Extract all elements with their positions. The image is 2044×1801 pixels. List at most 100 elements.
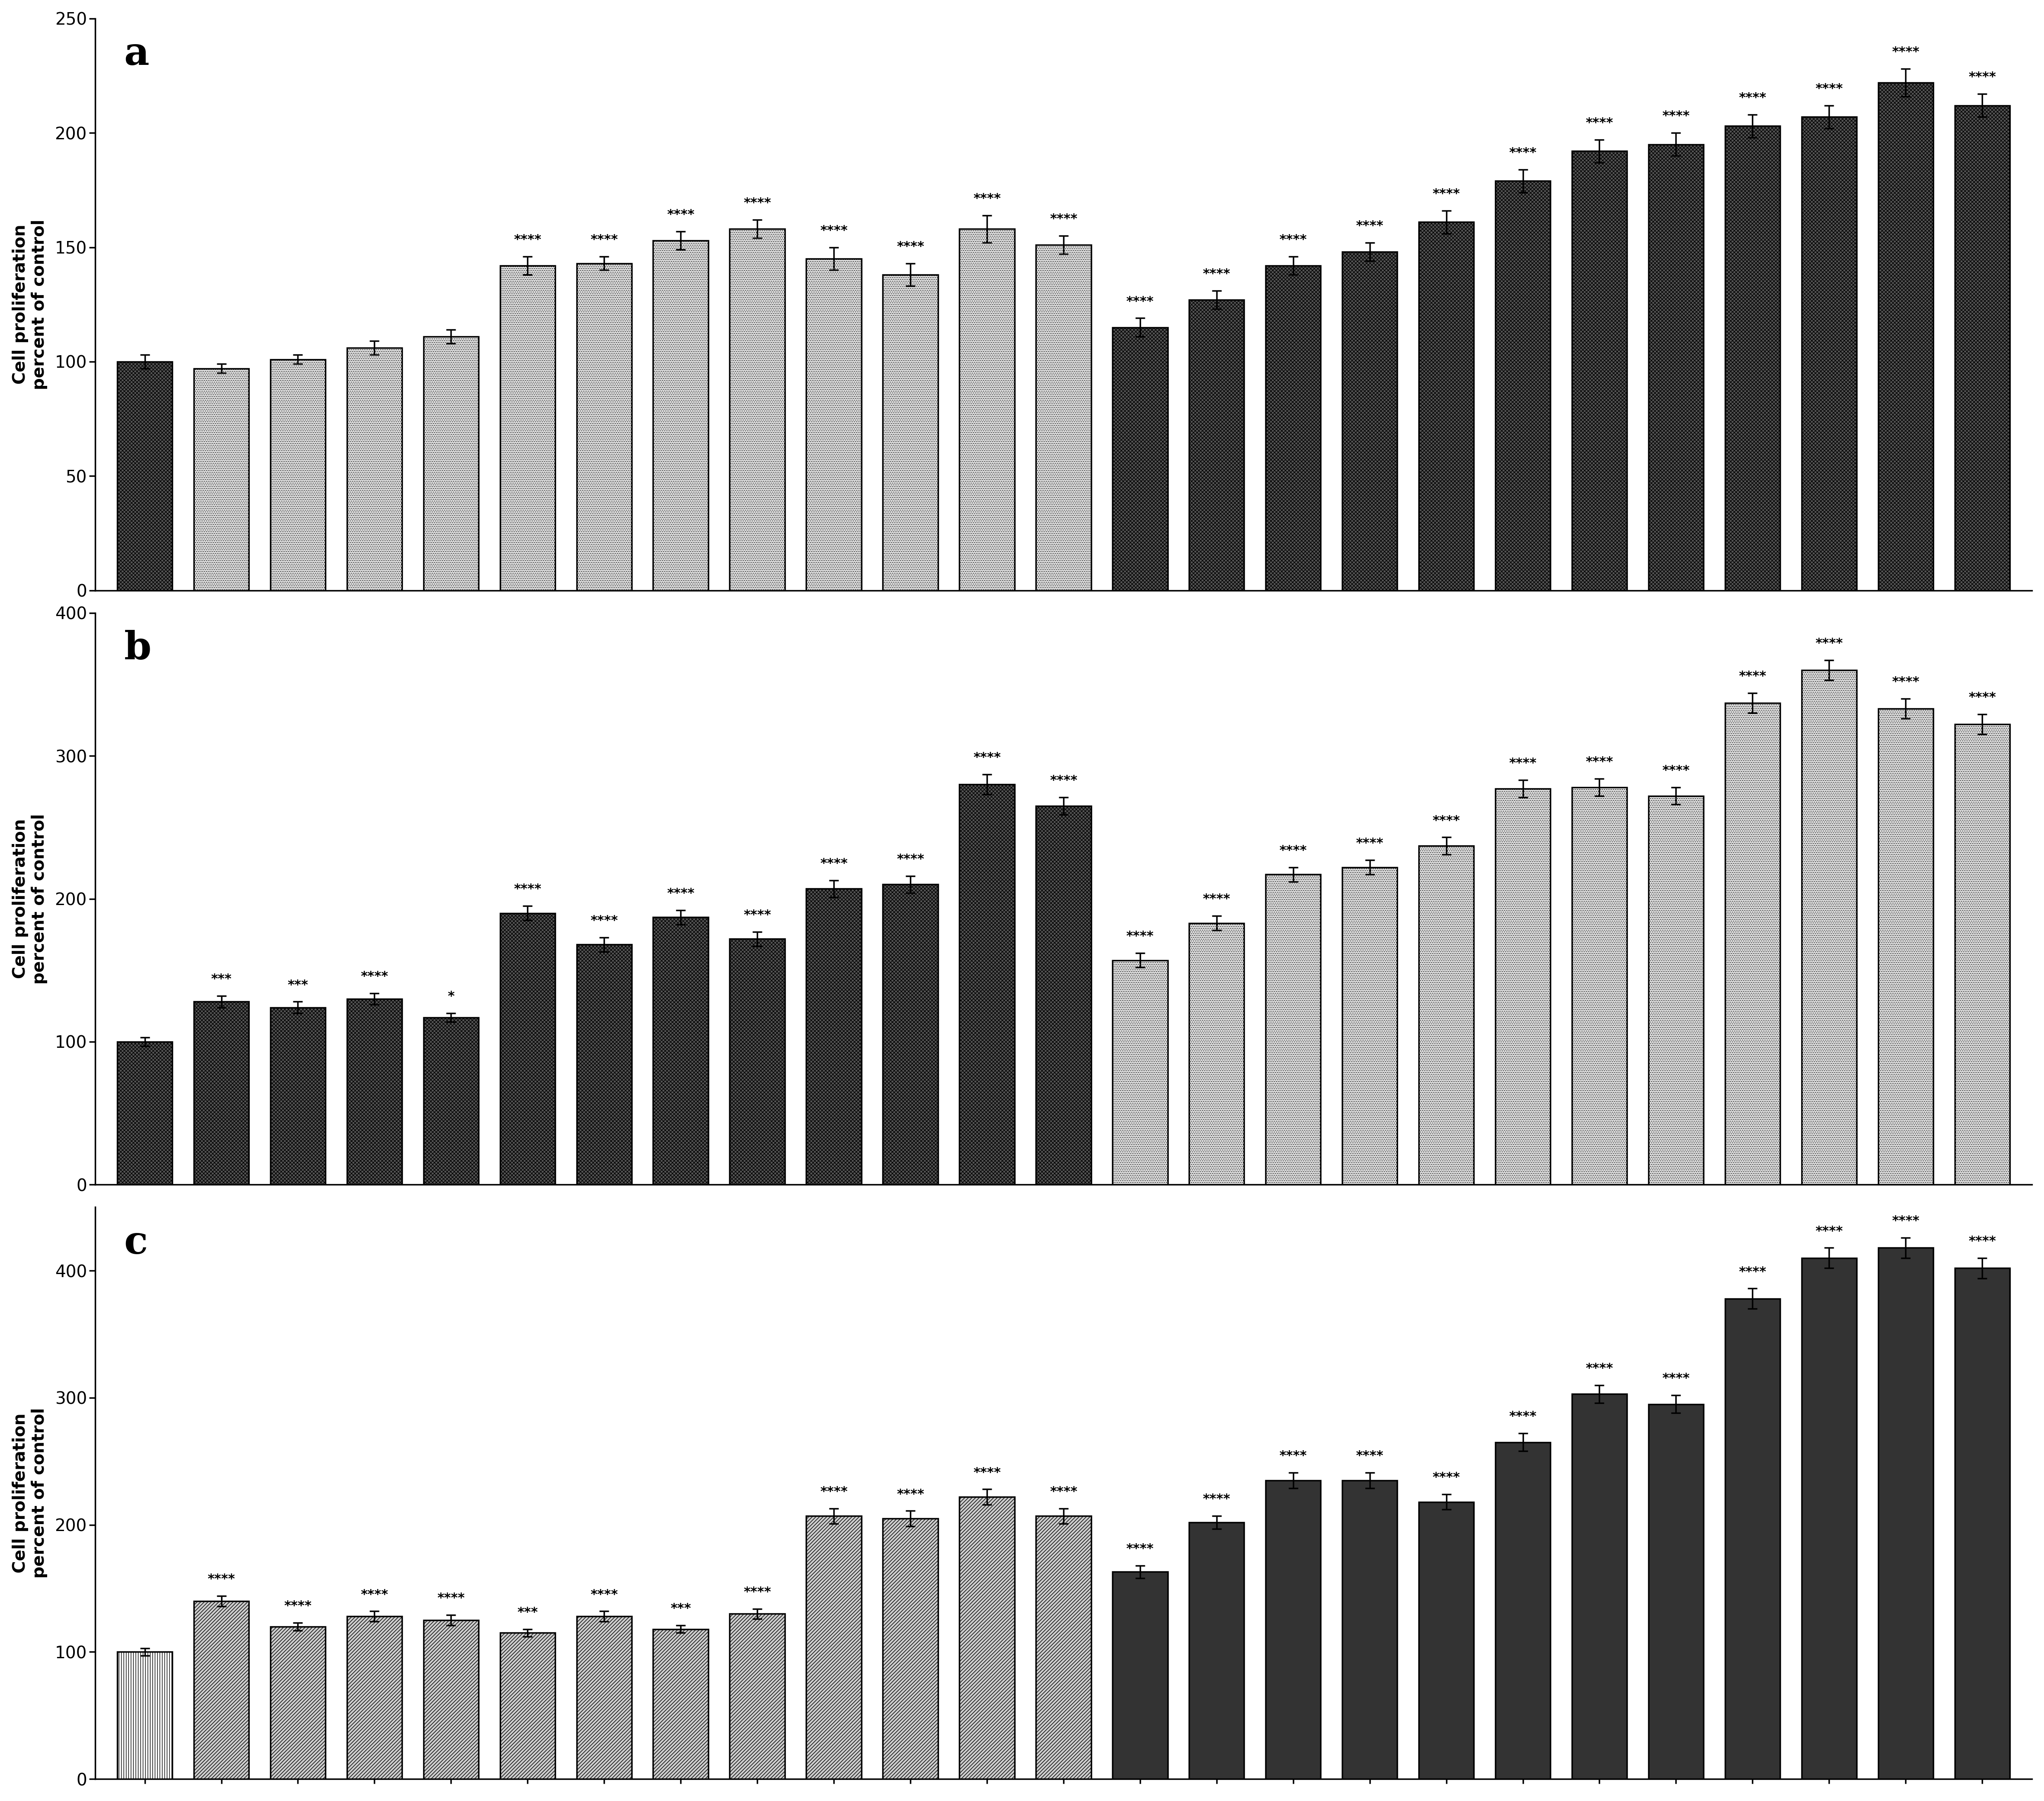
Text: ****: **** [1968, 692, 1997, 704]
Bar [117, 1652, 172, 1779]
Text: ****: **** [1662, 110, 1690, 122]
Bar [1265, 875, 1320, 1185]
Text: ****: **** [591, 1588, 617, 1601]
Bar [576, 263, 632, 591]
Text: ****: **** [1126, 295, 1155, 308]
Text: ****: **** [1968, 72, 1997, 83]
Text: ****: **** [1893, 1216, 1919, 1226]
Text: ****: **** [973, 751, 1002, 764]
Bar [347, 348, 403, 591]
Bar [423, 1018, 478, 1185]
Bar [501, 1634, 556, 1779]
Text: ****: **** [1280, 234, 1306, 247]
Text: *: * [448, 991, 454, 1003]
Bar [1036, 805, 1091, 1185]
Text: ****: **** [591, 234, 617, 247]
Bar [1112, 960, 1167, 1185]
Bar [347, 1615, 403, 1779]
Bar [1190, 924, 1245, 1185]
Text: ****: **** [1280, 845, 1306, 857]
Bar [347, 1000, 403, 1185]
Bar [730, 1614, 785, 1779]
Text: ****: **** [208, 1574, 235, 1585]
Text: ****: **** [1508, 756, 1537, 769]
Text: ****: **** [591, 915, 617, 928]
Bar [1878, 1248, 1934, 1779]
Bar [1647, 144, 1703, 591]
Text: ****: **** [744, 1587, 771, 1599]
Text: ****: **** [744, 910, 771, 922]
Text: b: b [125, 630, 151, 668]
Text: ****: **** [1508, 1410, 1537, 1423]
Text: ****: **** [1739, 670, 1766, 683]
Y-axis label: Cell proliferation
percent of control: Cell proliferation percent of control [12, 1408, 47, 1578]
Bar [1725, 702, 1780, 1185]
Text: ****: **** [1126, 1543, 1155, 1556]
Bar [194, 1001, 249, 1185]
Text: ***: *** [517, 1606, 538, 1619]
Bar [1496, 180, 1551, 591]
Bar [1572, 787, 1627, 1185]
Text: ****: **** [897, 854, 924, 866]
Text: ****: **** [360, 971, 388, 983]
Text: ****: **** [1051, 1486, 1077, 1498]
Bar [959, 1497, 1014, 1779]
Text: ****: **** [284, 1599, 313, 1612]
Bar [1572, 151, 1627, 591]
Y-axis label: Cell proliferation
percent of control: Cell proliferation percent of control [12, 814, 47, 983]
Text: ****: **** [437, 1592, 464, 1605]
Text: ****: **** [1051, 213, 1077, 225]
Bar [423, 337, 478, 591]
Bar [805, 888, 861, 1185]
Bar [654, 240, 709, 591]
Text: ****: **** [820, 1486, 848, 1498]
Bar [1265, 265, 1320, 591]
Text: ****: **** [1355, 1450, 1384, 1462]
Bar [805, 1516, 861, 1779]
Bar [1801, 117, 1856, 591]
Bar [730, 938, 785, 1185]
Bar [730, 229, 785, 591]
Bar [1496, 789, 1551, 1185]
Bar [883, 884, 938, 1185]
Text: ***: *** [670, 1603, 691, 1615]
Bar [270, 1007, 325, 1185]
Text: ****: **** [973, 193, 1002, 205]
Text: ****: **** [1893, 675, 1919, 688]
Text: ****: **** [1893, 47, 1919, 59]
Bar [1647, 1405, 1703, 1779]
Text: ****: **** [1126, 931, 1155, 942]
Text: ****: **** [1433, 814, 1459, 827]
Text: ****: **** [820, 225, 848, 238]
Text: ***: *** [211, 973, 231, 985]
Bar [117, 362, 172, 591]
Text: c: c [125, 1225, 147, 1263]
Text: ****: **** [973, 1466, 1002, 1479]
Bar [959, 229, 1014, 591]
Bar [576, 1615, 632, 1779]
Bar [1343, 1480, 1398, 1779]
Bar [654, 1630, 709, 1779]
Text: ****: **** [1968, 1235, 1997, 1248]
Y-axis label: Cell proliferation
percent of control: Cell proliferation percent of control [12, 220, 47, 389]
Text: a: a [125, 36, 149, 74]
Text: ****: **** [1815, 83, 1844, 95]
Bar [270, 1626, 325, 1779]
Bar [1036, 245, 1091, 591]
Bar [959, 785, 1014, 1185]
Text: ****: **** [1662, 1372, 1690, 1385]
Text: ****: **** [1355, 220, 1384, 232]
Bar [194, 369, 249, 591]
Text: ****: **** [1739, 92, 1766, 104]
Text: ****: **** [1508, 146, 1537, 158]
Text: ****: **** [897, 240, 924, 252]
Bar [501, 265, 556, 591]
Text: ****: **** [1202, 268, 1230, 281]
Text: ****: **** [666, 888, 695, 900]
Text: ****: **** [360, 1588, 388, 1601]
Text: ***: *** [288, 980, 309, 991]
Bar [1419, 846, 1474, 1185]
Bar [576, 944, 632, 1185]
Bar [1496, 1443, 1551, 1779]
Text: ****: **** [897, 1488, 924, 1500]
